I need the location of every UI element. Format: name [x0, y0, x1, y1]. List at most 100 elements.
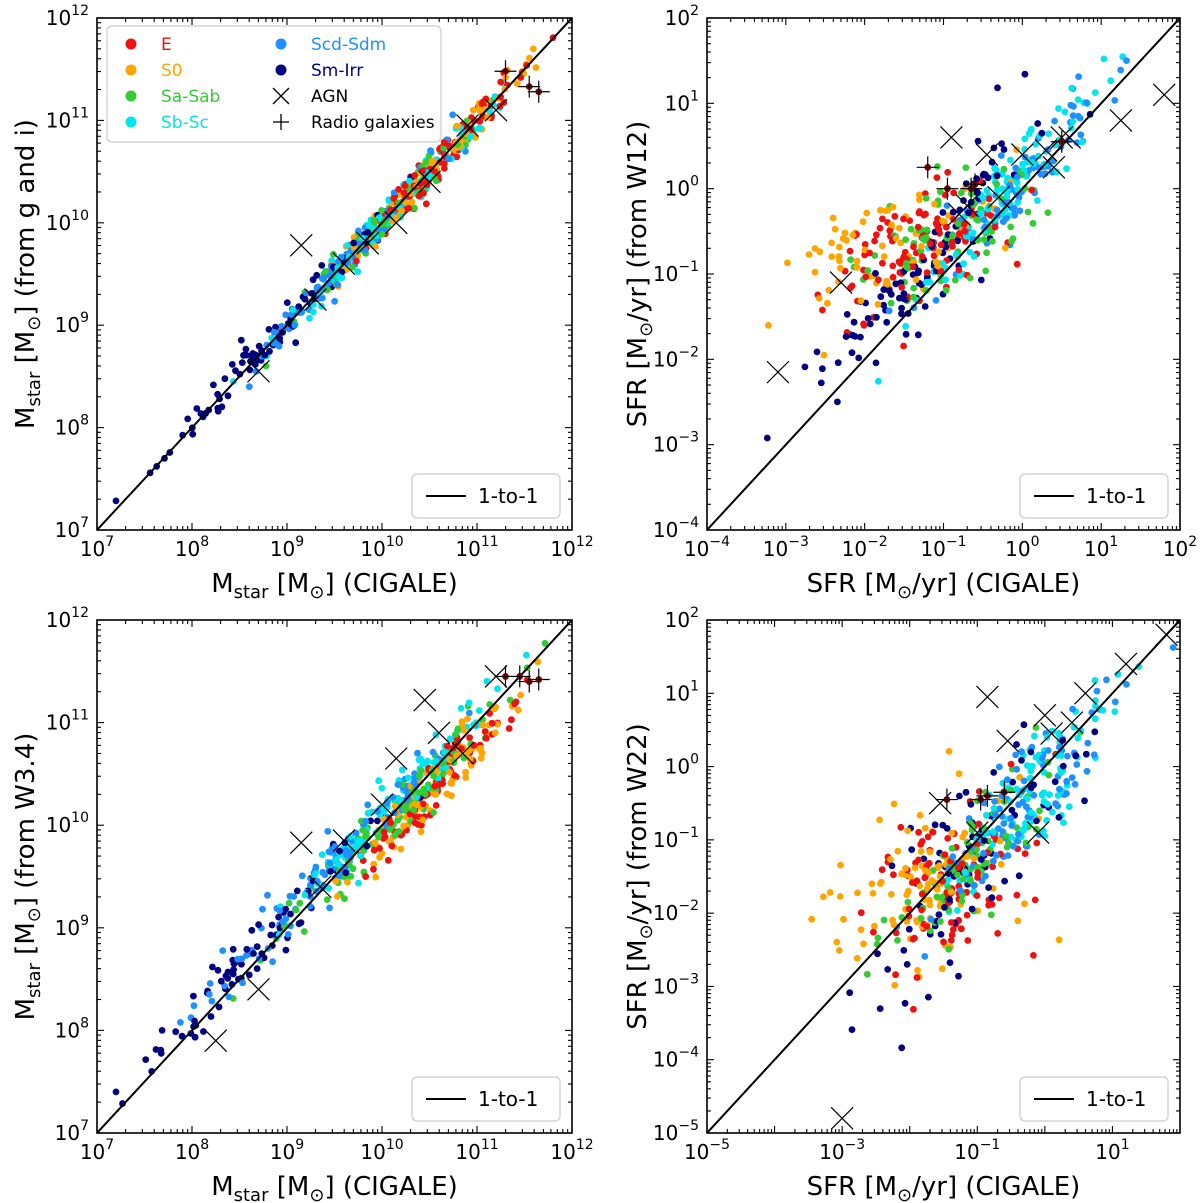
one-to-one-legend: 1-to-1: [1019, 473, 1169, 519]
data-point: [1135, 663, 1143, 670]
data-point: [914, 331, 922, 339]
data-point: [847, 256, 854, 263]
data-point: [497, 93, 505, 101]
agn-marker: [427, 721, 451, 745]
data-point: [988, 894, 996, 902]
data-point: [407, 190, 415, 197]
data-point: [974, 874, 981, 881]
data-point: [1000, 820, 1008, 827]
data-point: [1013, 741, 1020, 748]
agn-marker: [418, 170, 441, 194]
data-point: [410, 806, 417, 813]
agn-marker: [1114, 652, 1138, 676]
one-to-one-line: [97, 620, 572, 1133]
data-point: [875, 276, 882, 284]
data-point: [811, 245, 819, 252]
data-point: [372, 873, 380, 881]
data-point: [937, 241, 945, 249]
data-point: [189, 430, 197, 438]
data-point: [980, 236, 988, 244]
data-point: [843, 311, 851, 318]
data-point: [367, 817, 374, 825]
data-point: [921, 824, 929, 832]
data-point: [848, 349, 856, 357]
legend-entry-label: Radio galaxies: [311, 113, 435, 133]
legend-label: 1-to-1: [478, 1087, 538, 1111]
data-point: [846, 247, 854, 255]
data-point: [918, 890, 926, 898]
data-point: [916, 811, 924, 819]
data-point: [491, 729, 499, 737]
radio-galaxy-marker: [916, 156, 939, 179]
data-point: [191, 1033, 199, 1041]
y-axis-label: Mstar [M⊙] (from W3.4): [11, 733, 45, 1021]
agn-marker: [247, 977, 270, 1001]
data-point: [932, 297, 940, 304]
data-point: [386, 826, 394, 833]
data-point: [419, 167, 426, 175]
agn-marker: [247, 359, 270, 383]
data-point: [1053, 168, 1061, 176]
data-point: [947, 937, 955, 944]
data-point: [960, 260, 967, 268]
data-point: [292, 339, 300, 347]
data-point: [949, 208, 957, 216]
data-point: [190, 1002, 198, 1010]
y-tick-label: 101: [665, 88, 699, 115]
data-point: [962, 788, 970, 796]
y-tick-label: 10−4: [653, 515, 699, 542]
data-point: [892, 929, 900, 937]
data-point: [332, 877, 340, 885]
data-point: [921, 303, 929, 310]
data-point: [1055, 936, 1063, 944]
data-point: [313, 271, 321, 279]
data-point: [991, 798, 998, 805]
data-point: [242, 345, 250, 353]
data-point: [383, 800, 391, 807]
data-point: [415, 192, 423, 200]
data-point: [1001, 199, 1009, 206]
data-point: [900, 295, 908, 303]
one-to-one-legend: 1-to-1: [411, 1076, 561, 1122]
data-point: [364, 809, 372, 817]
data-point: [857, 297, 865, 305]
legend-label: 1-to-1: [478, 484, 538, 508]
data-point: [430, 772, 438, 780]
data-point: [172, 1028, 180, 1036]
data-point: [112, 1088, 120, 1096]
data-point: [247, 352, 255, 359]
data-point: [937, 918, 944, 925]
data-point: [464, 715, 471, 723]
data-point: [1064, 752, 1071, 760]
data-point: [946, 896, 953, 903]
data-point: [924, 885, 931, 892]
data-point: [208, 997, 216, 1005]
data-point: [917, 915, 925, 922]
data-point: [885, 287, 893, 295]
legend-entry-label: Sa-Sab: [161, 87, 220, 107]
radio-galaxy-marker: [935, 788, 958, 811]
y-axis-label: SFR [M⊙/yr] (from W12): [623, 121, 657, 428]
data-point: [848, 1026, 856, 1033]
data-point: [497, 78, 505, 86]
data-point: [974, 137, 982, 145]
data-point: [922, 234, 930, 241]
data-point: [324, 286, 331, 294]
data-point: [936, 862, 943, 869]
data-point: [481, 728, 489, 735]
data-point: [414, 749, 421, 757]
data-point: [1065, 803, 1073, 811]
data-point: [866, 249, 873, 257]
data-point: [1012, 751, 1020, 759]
data-point: [1014, 198, 1022, 206]
data-point: [898, 284, 906, 291]
data-point: [826, 889, 834, 896]
agn-marker: [1042, 155, 1066, 179]
data-point: [991, 223, 999, 231]
x-tick-label: 10−2: [842, 534, 888, 561]
data-point: [142, 1056, 150, 1063]
data-point: [375, 833, 382, 841]
data-point: [934, 163, 941, 170]
data-point: [1038, 754, 1046, 762]
y-tick-label: 1011: [46, 105, 89, 132]
